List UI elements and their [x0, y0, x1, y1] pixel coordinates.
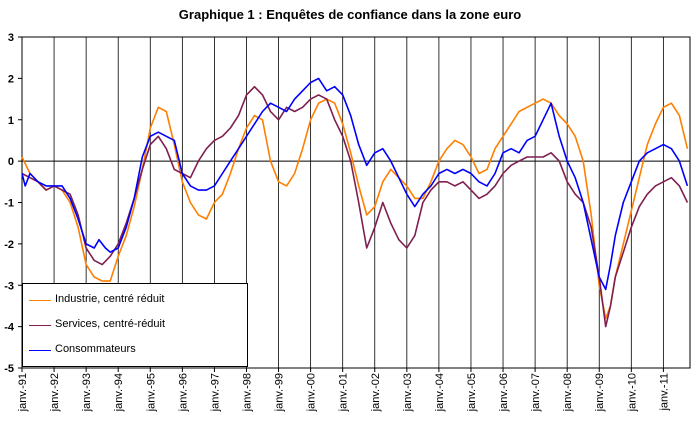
x-tick-label: janv.-03	[402, 373, 414, 412]
y-tick-label: -2	[4, 239, 14, 251]
x-tick-label: janv.-98	[241, 373, 253, 412]
x-tick-label: janv.-91	[17, 373, 29, 412]
x-tick-label: janv.-02	[370, 373, 382, 412]
y-tick-label: -3	[4, 280, 14, 292]
legend-label-services: Services, centré-réduit	[55, 318, 166, 330]
y-tick-label: -4	[4, 322, 15, 334]
x-tick-label: janv.-11	[658, 373, 670, 412]
series-line-3	[21, 77, 689, 291]
x-tick-label: janv.-01	[338, 373, 350, 412]
x-tick-label: janv.-08	[562, 373, 574, 412]
legend-label-consommateurs: Consommateurs	[55, 343, 136, 355]
x-tick-label: janv.-99	[274, 373, 286, 412]
series-line-1	[21, 98, 689, 320]
y-tick-label: 3	[8, 32, 14, 44]
legend-swatch-services	[29, 325, 51, 326]
x-tick-label: janv.-94	[113, 373, 125, 412]
legend-swatch-consommateurs	[29, 350, 51, 351]
x-tick-label: janv.-00	[306, 373, 318, 412]
x-tick-label: janv.-07	[530, 373, 542, 412]
legend-label-industrie: Industrie, centré réduit	[55, 293, 165, 305]
y-tick-label: -1	[4, 198, 14, 210]
x-tick-label: janv.-09	[594, 373, 606, 412]
x-tick-label: janv.-04	[434, 373, 446, 412]
x-tick-label: janv.-92	[49, 373, 61, 412]
legend-swatch-industrie	[29, 300, 51, 301]
chart-title: Graphique 1 : Enquêtes de confiance dans…	[178, 7, 522, 22]
x-tick-label: janv.-06	[498, 373, 510, 412]
y-tick-label: 1	[8, 115, 14, 127]
x-tick-label: janv.-93	[81, 373, 93, 412]
y-tick-label: 2	[8, 73, 14, 85]
x-tick-label: janv.-96	[177, 373, 189, 412]
x-tick-label: janv.-95	[145, 373, 157, 412]
x-tick-label: janv.-97	[209, 373, 221, 412]
x-tick-label: janv.-05	[466, 373, 478, 412]
y-tick-label: 0	[8, 156, 14, 168]
chart-legend: Industrie, centré réduit Services, centr…	[22, 283, 248, 367]
x-tick-label: janv.-10	[626, 373, 638, 412]
y-tick-label: -5	[4, 363, 14, 375]
